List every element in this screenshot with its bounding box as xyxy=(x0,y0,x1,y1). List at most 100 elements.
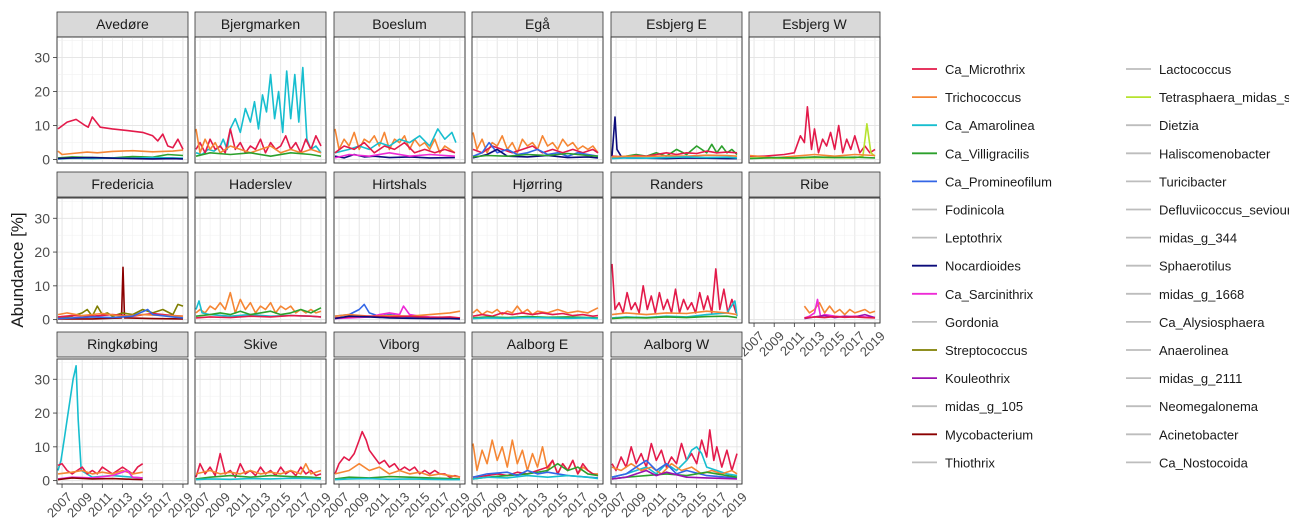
legend-item-leptothrix: Leptothrix xyxy=(912,231,1003,246)
series-line-ca-villigracilis xyxy=(195,307,322,317)
facet-panel-aved-re: Avedøre 0 10 20 30 xyxy=(34,11,189,168)
facet-title: Viborg xyxy=(379,336,419,352)
facet-strip xyxy=(748,171,881,198)
legend-label: Kouleothrix xyxy=(945,371,1011,386)
series-line-ca-amarolinea xyxy=(611,156,738,160)
facet-panel-ringk-bing: Ringkøbing010203020072009201120132015201… xyxy=(34,331,196,520)
series-line-ca-villigracilis xyxy=(57,153,184,159)
legend-label: Gordonia xyxy=(945,315,999,330)
series-line-ca-villigracilis xyxy=(472,462,599,480)
series-line-ca-villigracilis xyxy=(334,475,461,480)
legend-label: Haliscomenobacter xyxy=(1159,146,1271,161)
facet-strip xyxy=(471,171,604,198)
legend-label: Turicibacter xyxy=(1159,174,1227,189)
facet-strip xyxy=(56,171,189,198)
facet-strip xyxy=(471,331,604,358)
legend-label: Lactococcus xyxy=(1159,62,1232,77)
y-tick-label: 30 xyxy=(34,371,50,387)
series-line-trichococcus xyxy=(611,310,738,316)
legend-label: Ca_Promineofilum xyxy=(945,174,1052,189)
facet-title: Randers xyxy=(650,176,703,192)
series-line-trichococcus xyxy=(195,128,322,154)
legend: Ca_Microthrix Trichococcus Ca_Amarolinea Ca… xyxy=(912,62,1289,470)
facet-strip xyxy=(194,331,327,358)
legend-item-fodinicola: Fodinicola xyxy=(912,203,1005,218)
legend-item-acinetobacter: Acinetobacter xyxy=(1126,427,1239,442)
legend-item-lactococcus: Lactococcus xyxy=(1126,62,1232,77)
facet-panel-randers: Randers xyxy=(610,171,743,324)
series-line-ca-promineofilum xyxy=(472,141,599,157)
gridlines xyxy=(57,37,188,163)
series-line-ca-villigracilis xyxy=(195,474,322,480)
series-line-trichococcus xyxy=(57,149,184,156)
panel-border xyxy=(56,36,189,164)
y-tick-label: 0 xyxy=(42,312,50,328)
legend-item-ca-microthrix: Ca_Microthrix xyxy=(912,62,1026,77)
facet-title: Ringkøbing xyxy=(87,336,158,352)
legend-item-neomegalonema: Neomegalonema xyxy=(1126,399,1259,414)
series-line-mycobacterium xyxy=(58,266,184,320)
series-line-ca-microthrix xyxy=(472,312,599,317)
series-line-ca-microthrix xyxy=(195,314,322,319)
legend-label: midas_g_2111 xyxy=(1159,371,1242,386)
legend-item-gordonia: Gordonia xyxy=(912,315,999,330)
series-line-nocardioides xyxy=(57,156,184,160)
legend-label: Fodinicola xyxy=(945,203,1005,218)
legend-label: Ca_Villigracilis xyxy=(945,146,1030,161)
series-line-ca-promineofilum xyxy=(611,459,738,479)
y-tick-label: 20 xyxy=(34,244,50,260)
legend-label: Acinetobacter xyxy=(1159,427,1239,442)
series-line-nocardioides xyxy=(334,153,455,159)
series-line-trichococcus xyxy=(334,128,456,154)
series-line-ca-sarcinithrix xyxy=(334,152,455,159)
facet-panel-hj-rring: Hjørring xyxy=(471,171,604,324)
panel-border xyxy=(748,36,881,164)
legend-label: Sphaerotilus xyxy=(1159,259,1232,274)
legend-item-nocardioides: Nocardioides xyxy=(912,259,1021,274)
facet-title: Hjørring xyxy=(513,176,563,192)
y-tick-label: 0 xyxy=(42,152,50,168)
facet-panel-fredericia: Fredericia 0 10 20 30 xyxy=(34,171,189,328)
series-line-ca-microthrix xyxy=(611,263,737,314)
legend-label: Anaerolinea xyxy=(1159,343,1229,358)
y-tick-label: 30 xyxy=(34,49,50,65)
legend-item-tetrasphaera-midas-s-328: Tetrasphaera_midas_s_328 xyxy=(1126,90,1289,105)
legend-item-sphaerotilus: Sphaerotilus xyxy=(1126,259,1232,274)
gridlines xyxy=(749,198,880,323)
facet-strip xyxy=(333,171,466,198)
facet-strip xyxy=(194,171,327,198)
facet-panel-esbjerg-w: Esbjerg W xyxy=(748,11,881,164)
panel-border xyxy=(333,197,466,324)
facet-title: Esbjerg E xyxy=(646,16,707,32)
facet-strip xyxy=(56,11,189,38)
series-line-ca-amarolinea xyxy=(472,316,599,320)
facet-strip xyxy=(748,11,881,38)
series-line-trichococcus xyxy=(334,462,461,478)
series-line-trichococcus xyxy=(611,462,738,475)
panel-border xyxy=(194,197,327,324)
legend-label: midas_g_1668 xyxy=(1159,287,1244,302)
panel-border xyxy=(471,36,604,164)
legend-label: midas_g_344 xyxy=(1159,231,1237,246)
legend-label: Streptococcus xyxy=(945,343,1028,358)
facet-strip xyxy=(56,331,189,358)
legend-label: Dietzia xyxy=(1159,118,1200,133)
facet-title: Boeslum xyxy=(372,16,426,32)
y-tick-label: 20 xyxy=(34,83,50,99)
panel-border xyxy=(333,36,466,164)
series-line-ca-promineofilum xyxy=(57,308,184,320)
legend-item-streptococcus: Streptococcus xyxy=(912,343,1028,358)
legend-item-midas-g-344: midas_g_344 xyxy=(1126,231,1237,246)
series-line-ca-microthrix xyxy=(611,150,738,158)
facet-title: Ribe xyxy=(800,176,829,192)
series-line-ca-amarolinea xyxy=(334,477,460,481)
y-tick-label: 20 xyxy=(34,405,50,421)
facet-panel-boeslum: Boeslum xyxy=(333,11,466,164)
legend-item-trichococcus: Trichococcus xyxy=(912,90,1022,105)
gridlines xyxy=(195,359,326,484)
gridlines xyxy=(195,198,326,323)
series-line-streptococcus xyxy=(57,303,184,319)
series-line-trichococcus xyxy=(472,305,599,316)
